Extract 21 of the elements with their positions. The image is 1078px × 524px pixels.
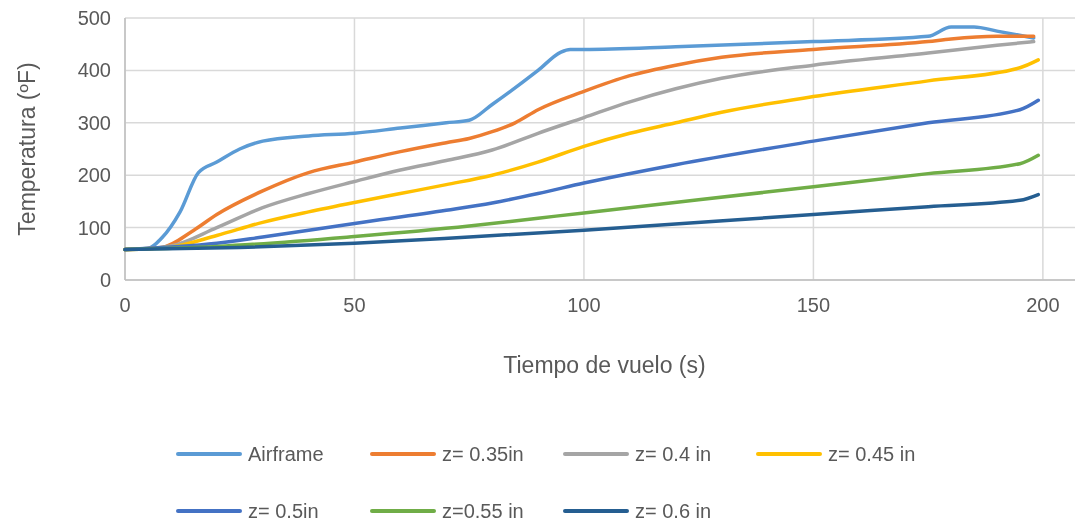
- y-tick-label: 0: [99, 269, 111, 291]
- x-tick-label: 200: [1026, 294, 1060, 316]
- legend-label: z= 0.35in: [442, 443, 524, 465]
- legend-label: z= 0.5in: [248, 500, 319, 522]
- legend-label: z=0.55 in: [442, 500, 524, 522]
- y-axis-title: Temperatura (ºF): [14, 62, 40, 236]
- x-axis-title: Tiempo de vuelo (s): [503, 352, 706, 378]
- legend-label: z= 0.4 in: [635, 443, 712, 465]
- x-tick-label: 150: [796, 294, 831, 316]
- y-tick-label: 100: [77, 216, 111, 239]
- line-series: [123, 192, 1041, 252]
- legend-label: Airframe: [248, 443, 324, 465]
- x-tick-label: 100: [567, 294, 601, 316]
- y-tick-label: 500: [77, 7, 111, 29]
- y-tick-label: 300: [77, 111, 111, 134]
- x-tick-label: 50: [343, 294, 366, 316]
- legend-label: z= 0.6 in: [635, 500, 712, 522]
- x-tick-label: 0: [119, 294, 131, 316]
- legend-label: z= 0.45 in: [828, 443, 916, 465]
- y-tick-label: 200: [77, 164, 111, 187]
- y-tick-label: 400: [77, 59, 111, 82]
